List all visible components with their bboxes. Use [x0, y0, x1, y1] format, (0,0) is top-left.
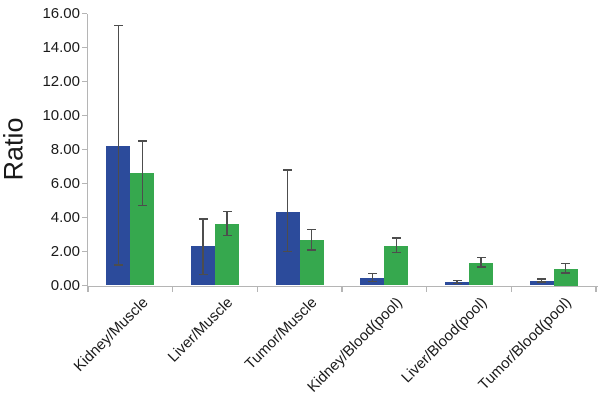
x-tick-label: Tumor/Blood(pool) — [475, 294, 575, 394]
error-bar-series-blue — [117, 25, 120, 266]
y-tick-label: 8.00 — [50, 140, 80, 158]
x-axis-tick — [171, 287, 174, 292]
x-tick-label: Kidney/Muscle — [70, 294, 152, 375]
y-axis-tick — [82, 12, 87, 15]
x-axis-tick — [595, 287, 597, 292]
error-cap-top — [283, 169, 293, 171]
error-bar-series-blue — [456, 280, 458, 284]
error-cap-top — [476, 256, 486, 259]
y-tick-label: 0.00 — [50, 276, 80, 294]
error-cap-top — [137, 140, 147, 142]
y-axis-tick — [82, 182, 87, 185]
error-cap-bottom — [307, 249, 317, 251]
error-cap-top — [561, 262, 571, 265]
y-tick-label: 12.00 — [42, 72, 80, 90]
error-bar-series-blue — [202, 219, 204, 275]
y-tick-label: 16.00 — [42, 4, 80, 22]
y-tick-label: 2.00 — [50, 242, 80, 260]
error-cap-bottom — [561, 272, 571, 274]
y-axis-tick — [82, 114, 87, 117]
y-tick-label: 10.00 — [42, 106, 80, 124]
error-cap-bottom — [283, 250, 293, 253]
error-bar-series-green — [480, 257, 482, 268]
bar-series-blue — [529, 280, 554, 286]
x-tick-label: Kidney/Blood(pool) — [303, 294, 406, 396]
error-cap-top — [537, 278, 547, 280]
error-cap-bottom — [222, 234, 232, 237]
error-cap-top — [307, 228, 317, 231]
error-cap-top — [113, 24, 123, 27]
error-bar-series-green — [226, 211, 228, 236]
error-bar-series-green — [141, 141, 144, 206]
y-axis-tick — [82, 46, 87, 49]
error-cap-top — [391, 237, 401, 239]
x-axis-line — [86, 285, 598, 287]
error-cap-bottom — [113, 264, 123, 266]
error-bar-series-blue — [286, 169, 289, 252]
x-tick-label: Liver/Muscle — [164, 294, 237, 366]
y-axis-tick — [82, 284, 87, 287]
error-cap-top — [222, 210, 232, 213]
y-axis-tick — [82, 216, 87, 219]
y-tick-label: 14.00 — [42, 38, 80, 56]
error-cap-bottom — [137, 204, 147, 207]
x-axis-tick — [510, 287, 513, 292]
error-cap-bottom — [537, 281, 547, 283]
x-tick-label: Liver/Blood(pool) — [397, 294, 491, 387]
y-tick-label: 4.00 — [50, 208, 80, 226]
x-axis-tick — [256, 287, 259, 292]
y-axis-tick — [82, 80, 87, 83]
error-cap-bottom — [391, 251, 401, 254]
error-cap-top — [198, 218, 208, 220]
error-cap-bottom — [452, 282, 462, 285]
error-bar-series-green — [310, 229, 313, 250]
x-axis-tick — [341, 287, 343, 292]
x-axis-tick — [425, 287, 428, 292]
error-cap-top — [452, 279, 462, 282]
x-tick-label: Tumor/Muscle — [241, 294, 321, 373]
bar-series-green — [553, 268, 578, 286]
error-cap-bottom — [198, 273, 208, 276]
x-axis-tick — [87, 287, 89, 292]
error-bar-series-green — [564, 263, 567, 273]
error-bar-series-blue — [371, 273, 374, 282]
error-cap-bottom — [476, 266, 486, 268]
error-cap-top — [367, 272, 377, 275]
y-axis-line — [86, 13, 88, 287]
bar-series-green — [469, 263, 493, 286]
y-axis-tick — [82, 250, 87, 253]
error-bar-series-green — [395, 237, 398, 253]
error-cap-bottom — [367, 280, 377, 282]
y-tick-label: 6.00 — [50, 174, 80, 192]
error-bar-series-blue — [540, 279, 543, 283]
y-axis-tick — [82, 148, 87, 151]
